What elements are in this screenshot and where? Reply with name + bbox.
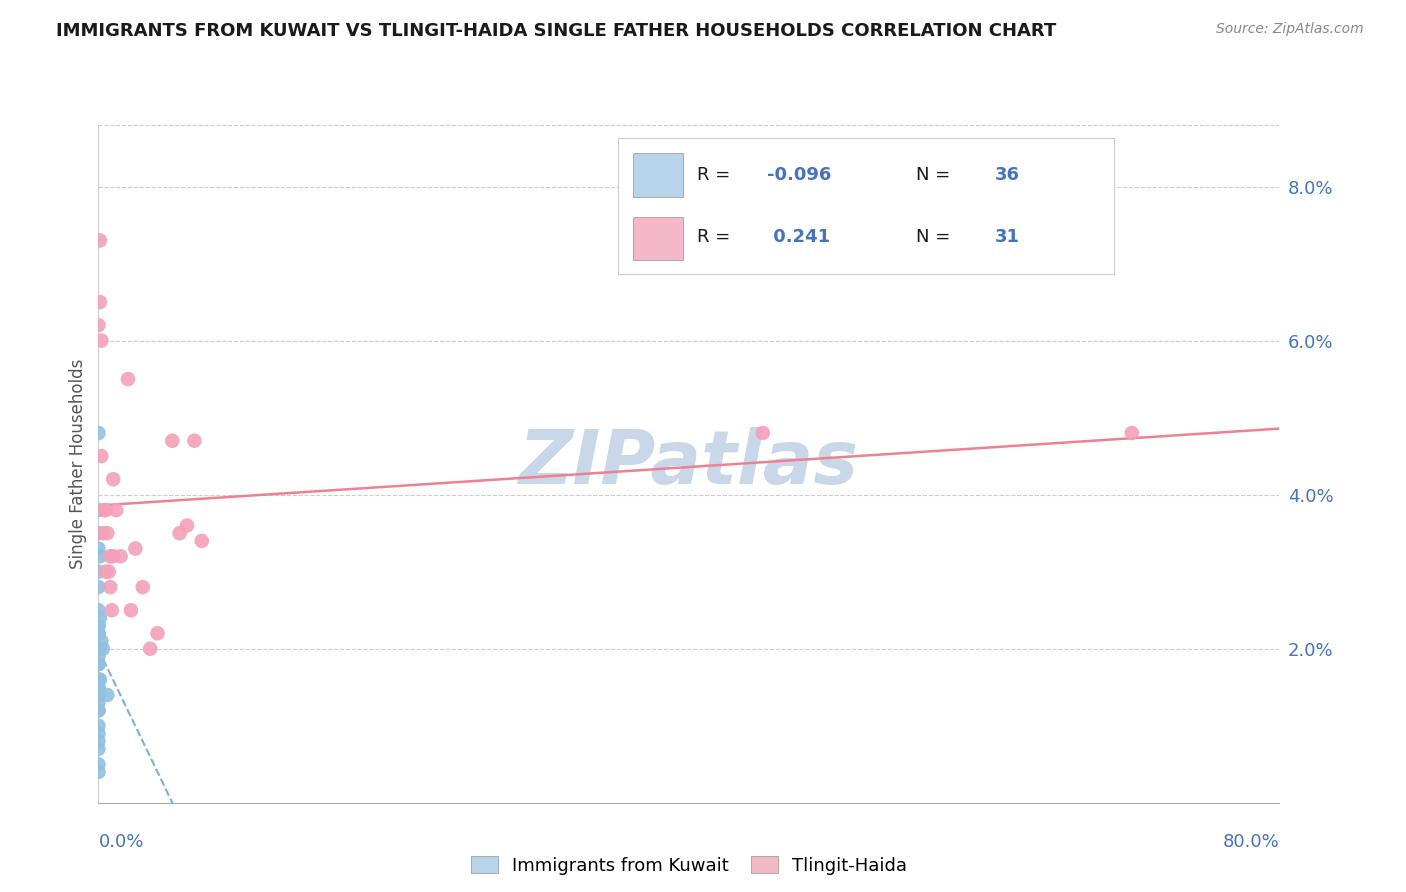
Text: 0.0%: 0.0%: [98, 833, 143, 851]
Point: [100, 603, 122, 617]
Text: Source: ZipAtlas.com: Source: ZipAtlas.com: [1216, 22, 1364, 37]
Point: [97, 565, 120, 579]
Point: [90, 449, 112, 463]
Point: [191, 533, 214, 548]
Point: [91, 526, 114, 541]
Point: [87, 603, 110, 617]
Point: [124, 541, 146, 556]
Point: [87, 719, 110, 733]
Point: [96, 688, 118, 702]
Point: [90, 634, 112, 648]
Point: [87, 618, 110, 632]
Point: [87, 641, 110, 656]
Point: [105, 503, 128, 517]
Point: [87, 318, 110, 333]
Point: [87, 626, 110, 640]
Point: [169, 526, 191, 541]
Point: [87, 696, 110, 710]
Point: [91, 641, 114, 656]
Point: [132, 580, 155, 594]
Point: [87, 680, 110, 694]
Point: [87, 626, 110, 640]
Point: [90, 334, 112, 348]
Point: [110, 549, 132, 564]
Point: [117, 372, 139, 386]
Point: [96, 526, 118, 541]
Point: [93, 503, 115, 517]
Point: [87, 688, 110, 702]
Point: [146, 626, 169, 640]
Point: [89, 611, 111, 625]
Point: [183, 434, 205, 448]
Point: [87, 626, 110, 640]
Point: [98, 549, 121, 564]
Point: [89, 673, 111, 687]
Point: [87, 657, 110, 672]
Point: [87, 565, 110, 579]
Point: [162, 434, 183, 448]
Point: [87, 649, 110, 664]
Point: [98, 580, 121, 594]
Point: [87, 764, 110, 779]
Point: [87, 641, 110, 656]
Point: [103, 472, 125, 486]
Point: [120, 603, 142, 617]
Point: [89, 549, 111, 564]
Legend: Immigrants from Kuwait, Tlingit-Haida: Immigrants from Kuwait, Tlingit-Haida: [464, 848, 914, 882]
Point: [87, 703, 110, 717]
Text: ZIPatlas: ZIPatlas: [519, 427, 859, 500]
Point: [94, 503, 117, 517]
Point: [89, 234, 111, 248]
Point: [87, 757, 110, 772]
Point: [1121, 425, 1143, 440]
Y-axis label: Single Father Households: Single Father Households: [69, 359, 87, 569]
Point: [87, 742, 110, 756]
Point: [87, 526, 110, 541]
Point: [87, 541, 110, 556]
Point: [87, 703, 110, 717]
Point: [103, 549, 125, 564]
Point: [87, 618, 110, 632]
Point: [751, 425, 773, 440]
Point: [87, 425, 110, 440]
Point: [176, 518, 198, 533]
Text: 80.0%: 80.0%: [1223, 833, 1279, 851]
Point: [87, 503, 110, 517]
Point: [94, 565, 117, 579]
Point: [87, 673, 110, 687]
Point: [87, 657, 110, 672]
Text: IMMIGRANTS FROM KUWAIT VS TLINGIT-HAIDA SINGLE FATHER HOUSEHOLDS CORRELATION CHA: IMMIGRANTS FROM KUWAIT VS TLINGIT-HAIDA …: [56, 22, 1056, 40]
Point: [87, 726, 110, 740]
Point: [139, 641, 162, 656]
Point: [89, 295, 111, 310]
Point: [87, 680, 110, 694]
Point: [87, 580, 110, 594]
Point: [87, 734, 110, 748]
